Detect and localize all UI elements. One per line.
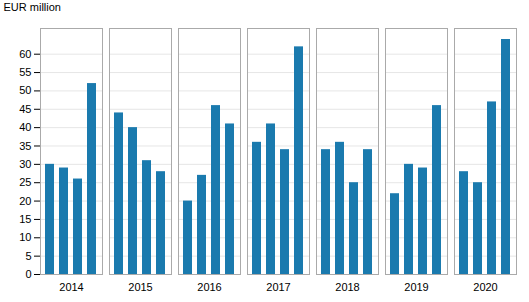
svg-text:2016: 2016 <box>197 281 221 293</box>
svg-text:45: 45 <box>19 103 31 115</box>
svg-text:60: 60 <box>19 48 31 60</box>
svg-text:20: 20 <box>19 195 31 207</box>
svg-text:35: 35 <box>19 140 31 152</box>
svg-text:2015: 2015 <box>128 281 152 293</box>
svg-text:2014: 2014 <box>59 281 83 293</box>
svg-text:0: 0 <box>25 268 31 280</box>
svg-text:2018: 2018 <box>335 281 359 293</box>
svg-text:25: 25 <box>19 176 31 188</box>
svg-text:2019: 2019 <box>404 281 428 293</box>
svg-text:30: 30 <box>19 158 31 170</box>
svg-text:55: 55 <box>19 66 31 78</box>
svg-text:10: 10 <box>19 231 31 243</box>
svg-text:EUR million: EUR million <box>4 1 61 13</box>
svg-text:40: 40 <box>19 121 31 133</box>
svg-text:2017: 2017 <box>266 281 290 293</box>
svg-text:50: 50 <box>19 84 31 96</box>
svg-text:5: 5 <box>25 250 31 262</box>
svg-text:15: 15 <box>19 213 31 225</box>
svg-text:2020: 2020 <box>473 281 497 293</box>
